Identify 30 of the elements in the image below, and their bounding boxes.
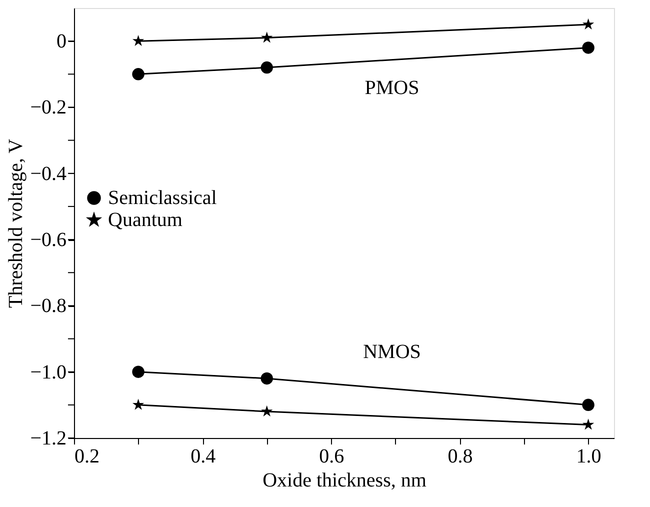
point: [132, 398, 144, 410]
legend-label: Quantum: [108, 209, 183, 231]
legend-label: Semiclassical: [108, 187, 218, 209]
x-tick-label: 0.4: [190, 446, 216, 468]
annotation: NMOS: [363, 341, 421, 363]
x-tick-label: 0.6: [319, 446, 344, 468]
point: [261, 405, 273, 416]
point: [582, 398, 594, 412]
x-axis-title: Oxide thickness, nm: [262, 470, 427, 492]
y-tick-label: −1.2: [30, 428, 66, 450]
x-tick-label: 1.0: [576, 446, 602, 468]
y-tick-label: 0: [56, 30, 66, 53]
point: [260, 61, 273, 74]
point: [132, 366, 144, 378]
x-tick-label: 0.2: [74, 446, 100, 468]
point: [260, 372, 273, 385]
point: [132, 34, 144, 46]
x-tick-label: 0.8: [448, 446, 473, 468]
point: [132, 68, 144, 80]
y-tick-label: −0.4: [30, 162, 66, 185]
y-tick-label: −0.6: [30, 229, 66, 252]
y-tick-label: −1.0: [30, 361, 66, 384]
point: [582, 18, 594, 30]
y-axis-title: Threshold voltage, V: [5, 138, 28, 308]
y-tick-label: −0.8: [30, 295, 66, 318]
point: [261, 32, 273, 43]
point: [582, 42, 594, 54]
y-tick-label: −0.2: [30, 96, 66, 119]
annotation: PMOS: [364, 77, 420, 99]
point: [582, 418, 594, 430]
